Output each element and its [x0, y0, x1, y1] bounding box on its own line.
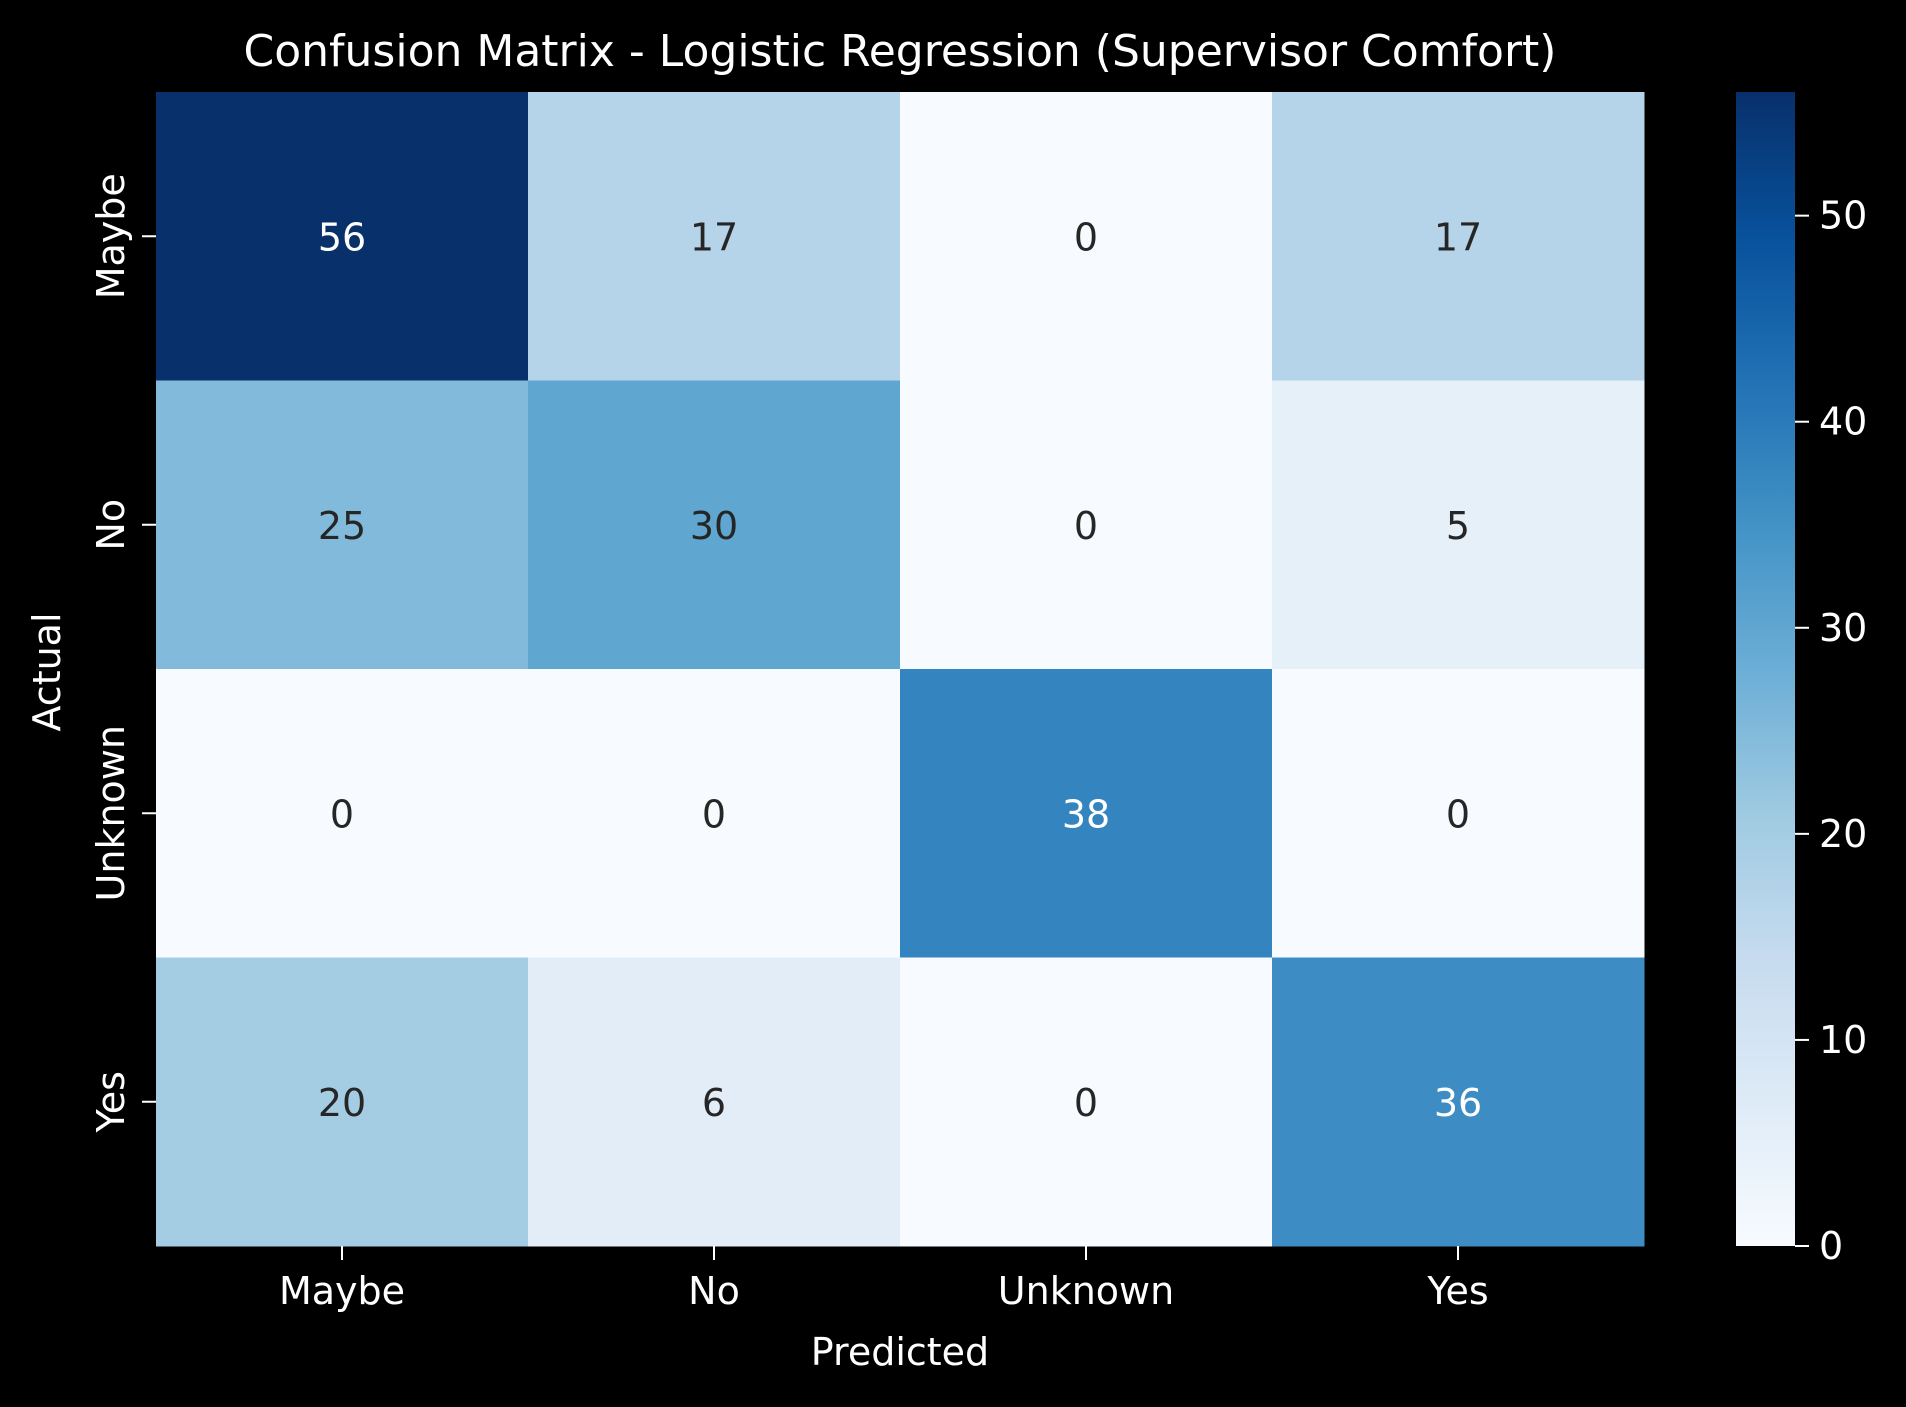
colorbar-tick-label: 10	[1819, 1018, 1867, 1062]
heatmap-cell-0-2	[900, 92, 1273, 381]
cell-annotation-3-3: 36	[1434, 1081, 1482, 1125]
cell-annotation-0-3: 17	[1434, 215, 1482, 259]
cell-annotation-2-2: 38	[1062, 792, 1110, 836]
colorbar-tick-label: 20	[1819, 812, 1867, 856]
heatmap-cell-2-1	[528, 669, 901, 958]
heatmap-cell-2-3	[1272, 669, 1645, 958]
y-tick-label: Unknown	[89, 725, 133, 901]
colorbar: 0 10 20 30 40 50	[1736, 92, 1867, 1268]
cell-annotation-0-1: 17	[690, 215, 738, 259]
x-axis-label: Predicted	[811, 1330, 989, 1374]
heatmap-cell-0-1	[528, 92, 901, 381]
heatmap-cell-1-0	[156, 380, 529, 670]
heatmap-cells	[156, 92, 1645, 1247]
cell-annotation-0-0: 56	[318, 215, 366, 259]
cell-annotation-1-0: 25	[318, 504, 366, 548]
heatmap-cell-1-1	[528, 380, 901, 670]
heatmap-cell-1-2	[900, 380, 1273, 670]
heatmap-cell-2-0	[156, 669, 529, 958]
colorbar-tick-label: 40	[1819, 400, 1867, 444]
heatmap-cell-3-3	[1272, 957, 1645, 1247]
cell-annotation-1-2: 0	[1074, 504, 1098, 548]
colorbar-gradient	[1736, 92, 1795, 1246]
colorbar-tick-label: 30	[1819, 606, 1867, 650]
y-axis: Maybe No Unknown Yes	[89, 173, 156, 1133]
y-tick-label: Maybe	[89, 173, 133, 299]
heatmap-cell-3-2	[900, 957, 1273, 1247]
cell-annotation-3-1: 6	[702, 1081, 726, 1125]
x-axis: Maybe No Unknown Yes	[279, 1246, 1489, 1313]
x-tick-label: Yes	[1426, 1269, 1488, 1313]
cell-annotation-3-2: 0	[1074, 1081, 1098, 1125]
heatmap-cell-0-3	[1272, 92, 1645, 381]
y-tick-label: Yes	[89, 1071, 133, 1133]
x-tick-label: No	[688, 1269, 740, 1313]
colorbar-tick-label: 0	[1819, 1224, 1843, 1268]
y-tick-label: No	[89, 499, 133, 551]
cell-annotation-3-0: 20	[318, 1081, 366, 1125]
colorbar-tick-label: 50	[1819, 194, 1867, 238]
cell-annotation-2-3: 0	[1446, 792, 1470, 836]
cell-annotation-0-2: 0	[1074, 215, 1098, 259]
x-tick-label: Unknown	[998, 1269, 1174, 1313]
heatmap-cell-3-1	[528, 957, 901, 1247]
y-axis-label: Actual	[25, 612, 69, 731]
cell-annotation-2-0: 0	[330, 792, 354, 836]
x-tick-label: Maybe	[279, 1269, 405, 1313]
cell-annotation-2-1: 0	[702, 792, 726, 836]
heatmap-cell-3-0	[156, 957, 529, 1247]
cell-annotation-1-1: 30	[690, 504, 738, 548]
chart-title: Confusion Matrix - Logistic Regression (…	[244, 26, 1557, 77]
heatmap-cell-1-3	[1272, 380, 1645, 670]
cell-annotations: 56 17 0 17 25 30 0 5 0 0 38 0 20 6 0 36	[318, 215, 1482, 1125]
heatmap-cell-0-0	[156, 92, 529, 381]
cell-annotation-1-3: 5	[1446, 504, 1470, 548]
heatmap-cell-2-2	[900, 669, 1273, 958]
